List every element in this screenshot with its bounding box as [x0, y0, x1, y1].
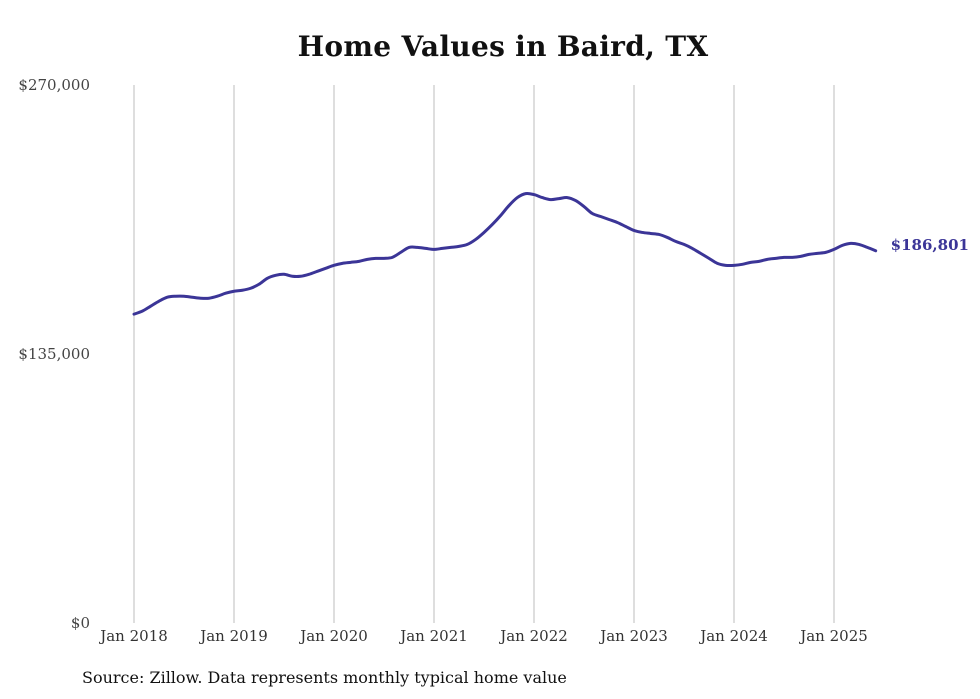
line-chart: $0$135,000$270,000 Jan 2018 Jan 2019 Jan 2…	[18, 76, 969, 645]
y-tick-label: $270,000	[18, 76, 90, 94]
y-axis-tick-labels: $0 $135,000 $270,000	[18, 76, 90, 632]
x-tick-label: Jan 2019	[198, 627, 268, 645]
source-note: Source: Zillow. Data represents monthly …	[82, 668, 567, 687]
x-axis-tick-labels: Jan 2018 Jan 2019 Jan 2020 Jan 2021 Jan 2022…	[98, 627, 868, 645]
y-tick-label: $0	[71, 614, 90, 632]
x-tick-label: Jan 2023	[598, 627, 668, 645]
x-tick-label: Jan 2024	[698, 627, 768, 645]
end-value-label: $186,801	[891, 236, 969, 254]
x-tick-label: Jan 2020	[298, 627, 368, 645]
end-value-label-layer: $186,801	[891, 236, 969, 254]
x-tick-label: Jan 2021	[398, 627, 468, 645]
x-tick-label: Jan 2022	[498, 627, 568, 645]
y-tick-label: $135,000	[18, 345, 90, 363]
home-value-line	[132, 191, 878, 316]
x-tick-label: Jan 2018	[98, 627, 168, 645]
chart-title: Home Values in Baird, TX	[297, 30, 709, 63]
series-layer	[132, 191, 878, 316]
x-tick-label: Jan 2025	[798, 627, 868, 645]
gridlines	[133, 85, 835, 623]
